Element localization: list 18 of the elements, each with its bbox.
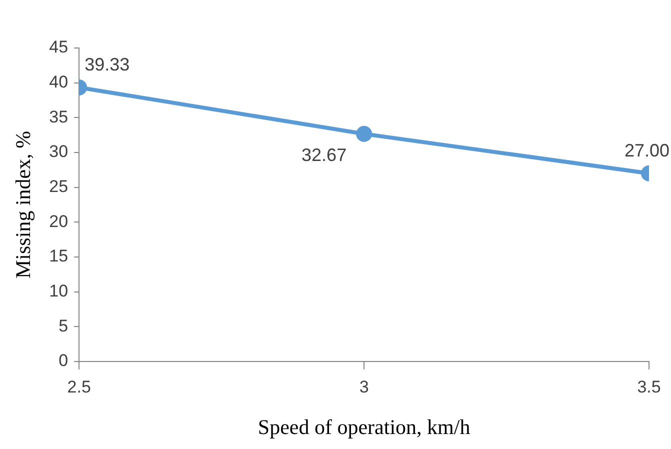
y-tick-label: 25 <box>49 176 68 196</box>
y-tick-label: 5 <box>58 316 68 336</box>
y-tick-label: 40 <box>49 72 68 92</box>
y-tick-label: 10 <box>49 281 68 300</box>
y-tick-label: 15 <box>49 246 68 266</box>
y-tick-label: 0 <box>58 351 68 370</box>
y-axis-title: Missing index, % <box>11 130 36 278</box>
x-tick-label: 2.5 <box>67 377 91 396</box>
x-tick-label: 3.5 <box>637 377 661 396</box>
x-tick-label: 3 <box>359 377 369 396</box>
data-label: 39.33 <box>84 54 130 74</box>
data-label: 27.00 <box>624 140 670 160</box>
y-tick-label: 45 <box>49 38 68 57</box>
y-tick-label: 20 <box>49 212 68 231</box>
x-axis-title: Speed of operation, km/h <box>258 414 471 439</box>
y-tick-label: 30 <box>49 142 68 162</box>
data-label: 32.67 <box>302 144 347 165</box>
y-tick-label: 35 <box>49 107 68 126</box>
